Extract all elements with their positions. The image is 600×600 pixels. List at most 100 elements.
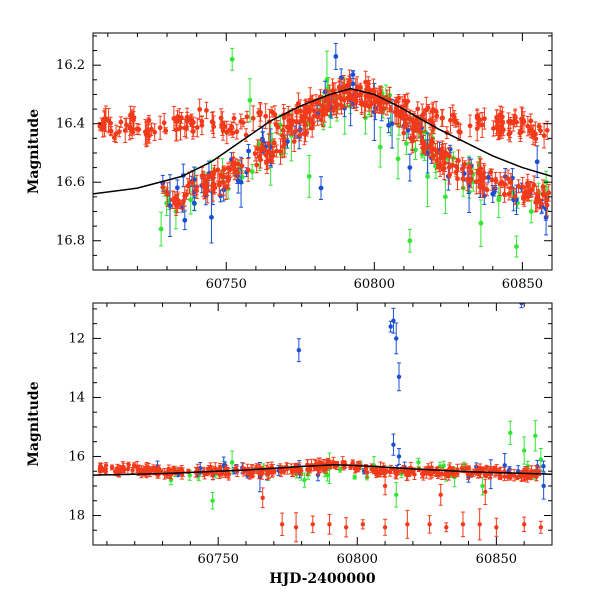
- data-point: [516, 183, 521, 189]
- data-point: [257, 112, 263, 117]
- data-point: [218, 173, 224, 179]
- data-point: [480, 483, 485, 489]
- data-point: [278, 149, 283, 154]
- data-point: [359, 99, 365, 105]
- data-point: [511, 473, 517, 478]
- data-point: [281, 136, 287, 142]
- x-tick-label: 60750: [206, 277, 247, 292]
- data-point: [527, 128, 533, 134]
- data-point: [173, 202, 179, 208]
- data-point: [485, 175, 491, 180]
- data-point: [454, 120, 460, 126]
- y-tick-label: 16.8: [56, 234, 85, 249]
- data-point: [498, 474, 503, 480]
- data-point: [442, 194, 448, 200]
- data-point: [416, 121, 422, 127]
- data-point: [425, 173, 431, 179]
- data-point: [382, 471, 387, 476]
- data-point: [401, 130, 407, 136]
- data-point: [528, 209, 534, 214]
- data-point: [220, 128, 226, 134]
- data-point: [209, 214, 214, 220]
- data-point: [453, 164, 459, 169]
- data-point: [391, 442, 396, 447]
- data-point: [534, 159, 540, 165]
- data-point: [530, 132, 536, 138]
- data-point: [332, 104, 338, 110]
- data-point: [514, 475, 520, 480]
- data-point: [401, 116, 406, 121]
- data-point: [462, 161, 468, 167]
- data-point: [271, 140, 277, 146]
- data-point: [514, 119, 520, 125]
- data-point: [404, 141, 409, 147]
- data-point: [538, 525, 544, 530]
- data-point: [234, 129, 240, 135]
- data-point: [541, 133, 547, 139]
- data-point: [382, 525, 388, 530]
- data-point: [182, 125, 188, 131]
- data-point: [118, 119, 124, 125]
- data-point: [121, 467, 127, 473]
- data-point: [520, 184, 526, 190]
- data-point: [533, 136, 539, 142]
- data-point: [184, 114, 190, 120]
- data-point: [484, 187, 490, 193]
- y-tick-label: 16.6: [56, 175, 85, 190]
- data-point: [343, 525, 349, 530]
- data-point: [502, 191, 507, 197]
- data-point: [455, 176, 460, 182]
- data-point: [434, 469, 439, 475]
- data-point: [195, 467, 201, 473]
- model-curve: [93, 463, 552, 476]
- data-point: [260, 138, 265, 144]
- data-point: [403, 122, 408, 127]
- data-point: [410, 138, 416, 144]
- data-point: [377, 92, 383, 97]
- data-point: [210, 498, 215, 503]
- data-point: [326, 99, 332, 104]
- data-point: [405, 98, 411, 104]
- data-point: [392, 109, 398, 115]
- data-point: [130, 129, 136, 135]
- data-point: [478, 220, 484, 226]
- data-point: [531, 182, 537, 188]
- data-point: [407, 238, 413, 244]
- data-point: [519, 116, 524, 122]
- data-point: [396, 374, 402, 379]
- data-point: [484, 472, 489, 477]
- data-point: [172, 468, 177, 473]
- data-point: [482, 116, 487, 122]
- data-point: [298, 118, 304, 124]
- data-point: [432, 147, 438, 153]
- data-point: [468, 170, 474, 176]
- data-point: [541, 483, 546, 489]
- data-point: [508, 185, 514, 191]
- data-point: [460, 522, 466, 527]
- data-point: [447, 172, 453, 178]
- y-tick-label: 14: [68, 390, 85, 405]
- data-point: [439, 471, 445, 476]
- data-point: [255, 146, 261, 152]
- data-point: [264, 159, 270, 164]
- y-axis-label: Magnitude: [26, 109, 42, 194]
- data-point: [140, 469, 145, 475]
- data-point: [229, 460, 235, 465]
- data-point: [369, 101, 375, 107]
- data-point: [373, 467, 379, 472]
- data-point: [428, 138, 434, 144]
- data-point: [187, 473, 192, 478]
- data-point: [512, 194, 518, 199]
- data-point: [100, 126, 106, 131]
- data-point: [194, 125, 200, 130]
- data-point: [341, 84, 347, 90]
- data-point: [416, 460, 421, 465]
- data-point: [465, 472, 471, 477]
- data-point: [372, 96, 378, 102]
- data-point: [136, 465, 141, 471]
- data-point: [396, 109, 402, 115]
- data-point: [108, 128, 114, 134]
- data-point: [360, 522, 366, 527]
- data-point: [191, 200, 197, 206]
- data-point: [124, 122, 129, 128]
